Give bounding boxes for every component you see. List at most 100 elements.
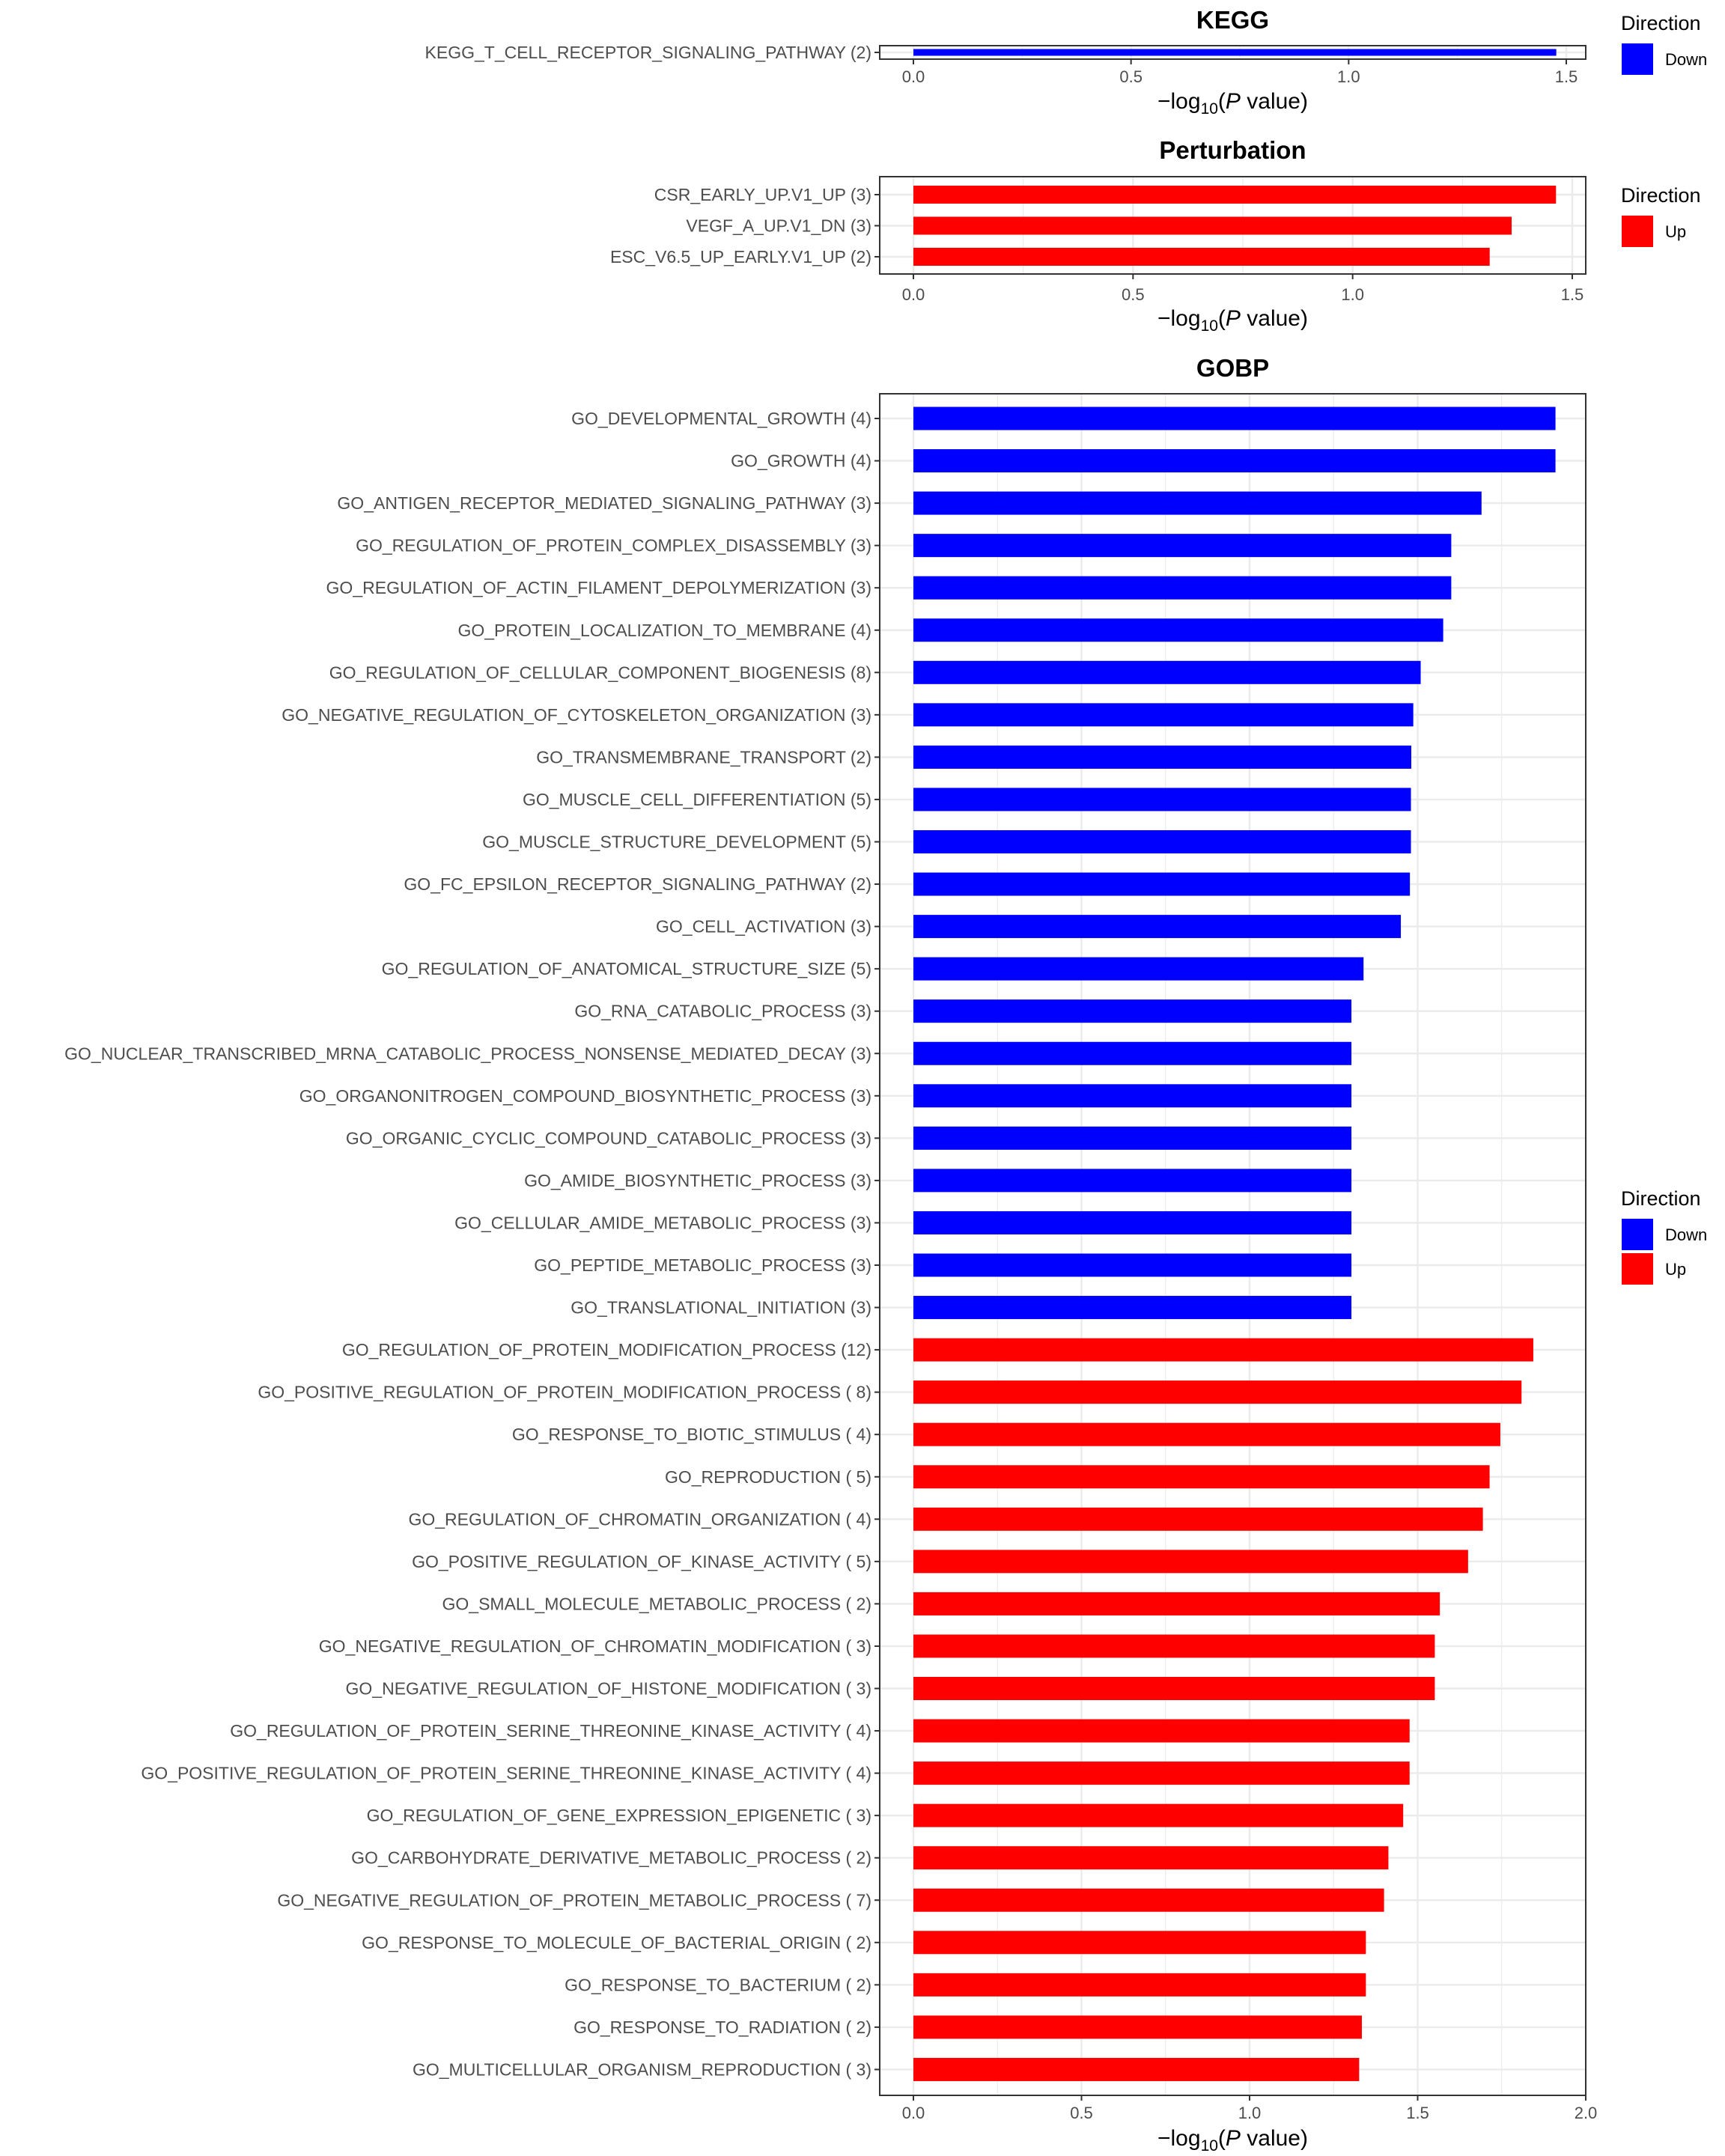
panel-title: Perturbation <box>1159 136 1306 164</box>
bar <box>913 1931 1366 1955</box>
bar <box>913 999 1352 1023</box>
bar <box>913 957 1364 981</box>
x-axis-title: −log10(P value) <box>1157 2126 1308 2155</box>
category-label: KEGG_T_CELL_RECEPTOR_SIGNALING_PATHWAY (… <box>425 43 871 62</box>
legend-kegg: Direction Down <box>1621 12 1707 75</box>
bar <box>913 1592 1440 1616</box>
bar <box>913 1973 1366 1997</box>
category-label: GO_REGULATION_OF_ACTIN_FILAMENT_DEPOLYME… <box>326 578 871 597</box>
category-label: GO_ORGANONITROGEN_COMPOUND_BIOSYNTHETIC_… <box>299 1086 871 1106</box>
category-label: GO_POSITIVE_REGULATION_OF_PROTEIN_MODIFI… <box>258 1383 871 1402</box>
panel-gobp: GO_DEVELOPMENTAL_GROWTH (4) GO_GROWTH (4)… <box>64 354 1707 2155</box>
category-label: GO_REGULATION_OF_ANATOMICAL_STRUCTURE_SI… <box>382 959 871 978</box>
bar <box>913 1338 1533 1362</box>
category-label: GO_SMALL_MOLECULE_METABOLIC_PROCESS ( 2) <box>442 1594 871 1613</box>
x-tick-label: 1.5 <box>1561 285 1584 304</box>
x-tick-label: 0.0 <box>902 2104 925 2122</box>
bar <box>913 534 1452 558</box>
category-label: GO_PROTEIN_LOCALIZATION_TO_MEMBRANE (4) <box>457 621 871 640</box>
x-tick-label: 1.5 <box>1406 2104 1429 2122</box>
bar <box>913 788 1411 811</box>
category-label: GO_RESPONSE_TO_BACTERIUM ( 2) <box>565 1975 871 1994</box>
bar <box>913 1084 1352 1108</box>
bar <box>913 745 1411 769</box>
category-label: GO_NEGATIVE_REGULATION_OF_HISTONE_MODIFI… <box>346 1679 871 1699</box>
bar <box>913 1803 1404 1827</box>
legend-key-down <box>1622 43 1653 75</box>
category-label: GO_RESPONSE_TO_BIOTIC_STIMULUS ( 4) <box>512 1425 871 1444</box>
category-label: GO_TRANSLATIONAL_INITIATION (3) <box>571 1298 871 1318</box>
category-label: GO_NEGATIVE_REGULATION_OF_PROTEIN_METABO… <box>277 1890 871 1910</box>
bar <box>913 915 1402 939</box>
bar <box>913 1126 1352 1150</box>
bar <box>913 1253 1352 1277</box>
category-label: GO_REGULATION_OF_GENE_EXPRESSION_EPIGENE… <box>367 1806 871 1825</box>
category-label: GO_DEVELOPMENTAL_GROWTH (4) <box>571 409 871 428</box>
category-label: GO_REPRODUCTION ( 5) <box>665 1467 871 1487</box>
bar <box>913 1888 1384 1912</box>
legend-label: Up <box>1665 222 1686 241</box>
bar <box>913 186 1557 204</box>
category-label: VEGF_A_UP.V1_DN (3) <box>686 216 871 236</box>
legend-key-up <box>1622 1253 1653 1285</box>
category-label: GO_MUSCLE_CELL_DIFFERENTIATION (5) <box>523 790 871 809</box>
category-label: ESC_V6.5_UP_EARLY.V1_UP (2) <box>610 247 871 267</box>
legend-label: Down <box>1665 50 1707 69</box>
category-label: GO_GROWTH (4) <box>731 451 871 471</box>
bar <box>913 1296 1352 1320</box>
legend-title: Direction <box>1621 184 1701 207</box>
category-label: CSR_EARLY_UP.V1_UP (3) <box>654 185 871 204</box>
bar <box>913 1380 1522 1404</box>
bar <box>913 1169 1352 1193</box>
bar <box>913 1211 1352 1234</box>
bar <box>913 449 1556 473</box>
category-label: GO_FC_EPSILON_RECEPTOR_SIGNALING_PATHWAY… <box>404 874 871 894</box>
bar <box>913 1677 1435 1700</box>
category-label: GO_POSITIVE_REGULATION_OF_KINASE_ACTIVIT… <box>412 1552 871 1571</box>
legend-gobp: Direction Down Up <box>1621 1187 1707 1285</box>
category-label: GO_RESPONSE_TO_MOLECULE_OF_BACTERIAL_ORI… <box>362 1933 871 1952</box>
category-label: GO_ANTIGEN_RECEPTOR_MEDIATED_SIGNALING_P… <box>337 493 871 513</box>
panel-title: GOBP <box>1196 354 1269 382</box>
category-label: GO_NEGATIVE_REGULATION_OF_CHROMATIN_MODI… <box>319 1636 871 1656</box>
x-tick-label: 0.0 <box>902 67 925 86</box>
bar <box>913 1550 1468 1574</box>
plot-background <box>880 394 1586 2095</box>
x-tick-label: 0.0 <box>902 285 925 304</box>
category-label: GO_RNA_CATABOLIC_PROCESS (3) <box>574 1002 871 1021</box>
x-tick-label: 0.5 <box>1119 67 1143 86</box>
bar <box>913 1761 1410 1785</box>
x-tick-label: 1.0 <box>1238 2104 1262 2122</box>
category-label: GO_CARBOHYDRATE_DERIVATIVE_METABOLIC_PRO… <box>351 1848 871 1868</box>
category-label: GO_ORGANIC_CYCLIC_COMPOUND_CATABOLIC_PRO… <box>346 1128 871 1148</box>
category-label: GO_REGULATION_OF_PROTEIN_COMPLEX_DISASSE… <box>356 536 871 555</box>
bar <box>913 1634 1435 1658</box>
bar <box>913 872 1411 896</box>
category-label: GO_NEGATIVE_REGULATION_OF_CYTOSKELETON_O… <box>282 705 871 725</box>
legend-title: Direction <box>1621 1187 1701 1210</box>
x-tick-label: 2.0 <box>1575 2104 1598 2122</box>
category-label: GO_REGULATION_OF_PROTEIN_MODIFICATION_PR… <box>342 1340 871 1359</box>
bar <box>913 49 1557 56</box>
bar <box>913 491 1482 515</box>
category-label: GO_MULTICELLULAR_ORGANISM_REPRODUCTION (… <box>413 2059 871 2079</box>
panel-perturbation: CSR_EARLY_UP.V1_UP (3) VEGF_A_UP.V1_DN (3… <box>610 136 1701 335</box>
x-tick-label: 1.0 <box>1337 67 1360 86</box>
category-label: GO_PEPTIDE_METABOLIC_PROCESS (3) <box>534 1255 871 1275</box>
x-tick-label: 1.0 <box>1341 285 1364 304</box>
bar <box>913 2057 1360 2081</box>
legend-perturbation: Direction Up <box>1621 184 1701 247</box>
category-label: GO_REGULATION_OF_CHROMATIN_ORGANIZATION … <box>408 1509 871 1529</box>
legend-title: Direction <box>1621 12 1701 34</box>
category-label: GO_MUSCLE_STRUCTURE_DEVELOPMENT (5) <box>482 832 871 852</box>
bar <box>913 1719 1410 1743</box>
panel-title: KEGG <box>1196 6 1269 34</box>
category-label: GO_TRANSMEMBRANE_TRANSPORT (2) <box>536 747 871 767</box>
x-tick-label: 0.5 <box>1122 285 1145 304</box>
bar <box>913 1465 1490 1489</box>
legend-label: Down <box>1665 1225 1707 1244</box>
bar <box>913 406 1556 430</box>
bar <box>913 1041 1352 1065</box>
bar <box>913 216 1512 235</box>
category-label: GO_NUCLEAR_TRANSCRIBED_MRNA_CATABOLIC_PR… <box>64 1044 871 1063</box>
